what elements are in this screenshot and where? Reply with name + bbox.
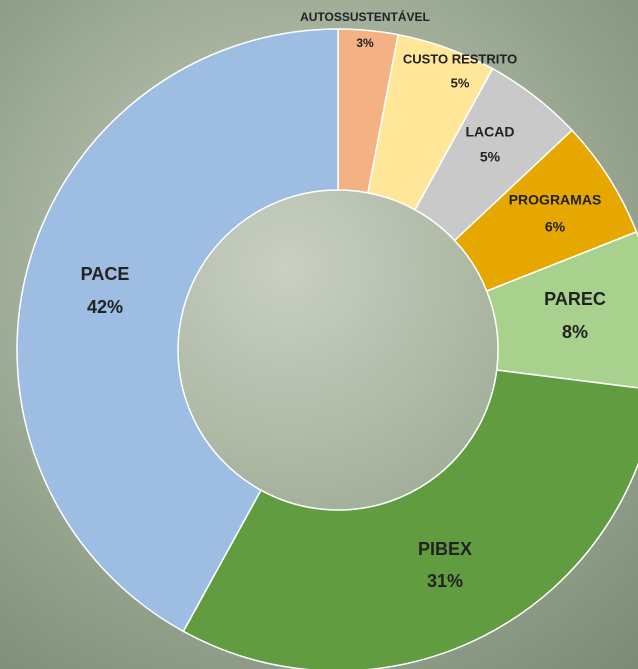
slice-value-label: 3% [356,36,374,50]
donut-slice [16,28,339,633]
donut-slice [485,230,638,389]
slice-label: CUSTO RESTRITO [403,51,517,66]
slice-value-label: 42% [87,297,123,317]
slice-value-label: 31% [427,571,463,591]
slice-label: AUTOSSUSTENTÁVEL [300,9,430,24]
slice-label: PAREC [544,289,606,309]
slice-value-label: 5% [480,149,501,165]
slice-label: LACAD [466,124,515,140]
donut-slice [182,369,638,669]
slice-label: PIBEX [418,539,472,559]
slice-value-label: 5% [451,75,470,90]
slice-value-label: 6% [545,219,566,235]
slice-value-label: 8% [562,322,588,342]
slice-label: PACE [81,264,130,284]
slice-label: PROGRAMAS [509,192,602,208]
